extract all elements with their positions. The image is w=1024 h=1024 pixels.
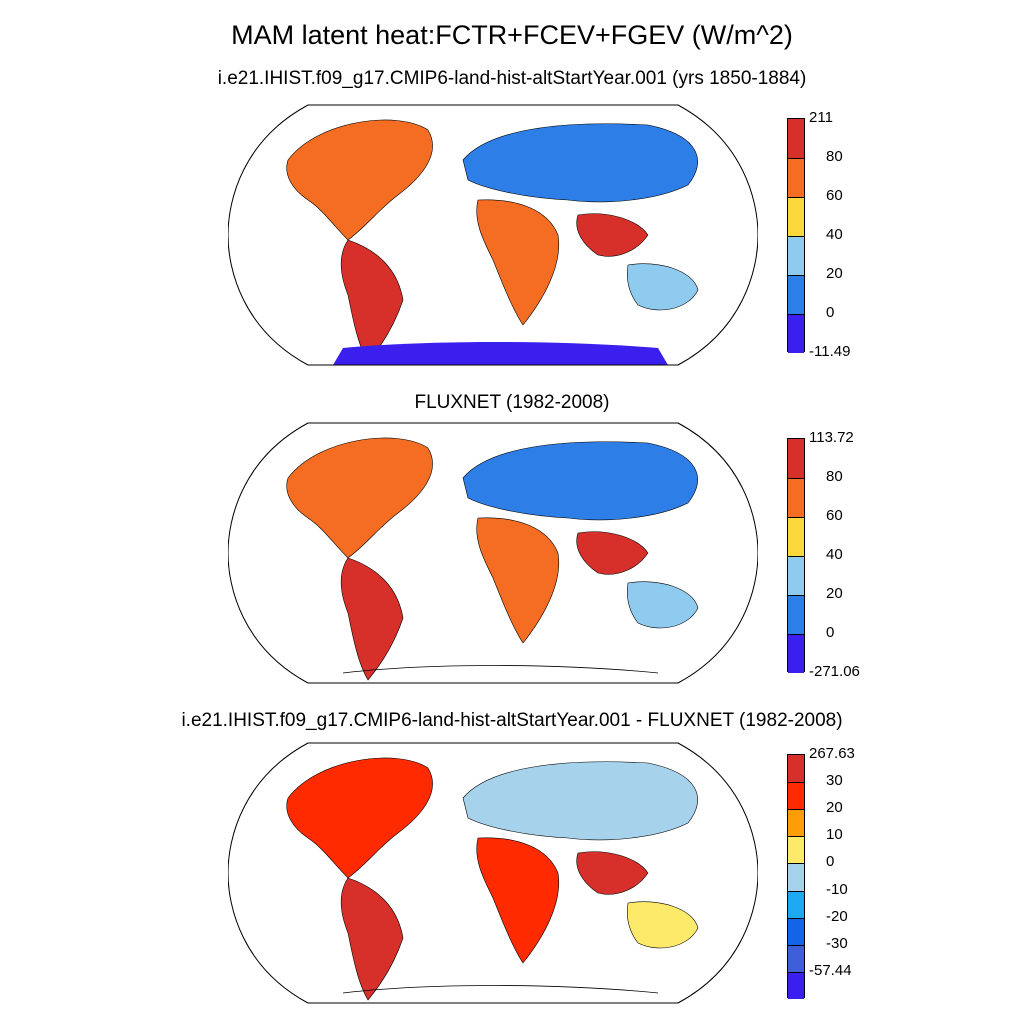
panel-3-colorbar	[787, 754, 805, 999]
colorbar-label: 60	[826, 187, 843, 204]
colorbar-swatch	[788, 836, 804, 864]
colorbar-label: -11.49	[809, 343, 851, 360]
panel-2-land-fill	[286, 437, 699, 681]
land-region	[462, 123, 698, 203]
colorbar-swatch	[788, 755, 804, 783]
panel-1-land-fill	[286, 119, 699, 365]
panel-1-map-outline	[228, 104, 758, 366]
colorbar-swatch	[788, 197, 804, 236]
colorbar-label: -30	[826, 934, 848, 952]
colorbar-label: 40	[826, 546, 843, 563]
land-region	[576, 213, 649, 257]
colorbar-swatch	[788, 478, 804, 517]
colorbar-label: 80	[826, 148, 843, 165]
colorbar-label: 80	[826, 468, 843, 485]
panel-2-title: FLUXNET (1982-2008)	[414, 392, 610, 413]
panel-1-colorbar	[787, 118, 805, 353]
land-region	[340, 877, 404, 1001]
land-region	[340, 239, 404, 363]
land-region	[286, 437, 433, 559]
colorbar-swatch	[788, 556, 804, 595]
colorbar-swatch	[788, 634, 804, 673]
colorbar-label: 10	[826, 826, 843, 844]
colorbar-swatch	[788, 782, 804, 810]
colorbar-label: 60	[826, 507, 843, 524]
land-region	[627, 263, 699, 311]
panel-3-map-outline	[228, 742, 758, 1004]
panel-3-title: i.e21.IHIST.f09_g17.CMIP6-land-hist-altS…	[181, 710, 843, 731]
panel-1-map	[228, 104, 758, 366]
panel-2-map	[228, 422, 758, 684]
land-region	[476, 517, 560, 644]
colorbar-label: 30	[826, 772, 843, 790]
figure-title: MAM latent heat:FCTR+FCEV+FGEV (W/m^2)	[231, 20, 793, 50]
colorbar-swatch	[788, 517, 804, 556]
land-region	[576, 531, 649, 575]
colorbar-label: 267.63	[809, 745, 855, 762]
land-region	[462, 761, 698, 841]
panel-2-map-outline	[228, 422, 758, 684]
land-region	[576, 851, 649, 895]
colorbar-label: -271.06	[809, 663, 860, 680]
colorbar-label: 113.72	[809, 429, 854, 446]
colorbar-label: -20	[826, 907, 848, 925]
colorbar-label: 0	[826, 624, 835, 641]
antarctica-region	[333, 342, 668, 365]
colorbar-swatch	[788, 971, 804, 999]
panel-2-colorbar	[787, 438, 805, 673]
colorbar-swatch	[788, 275, 804, 314]
land-region	[627, 901, 699, 949]
colorbar-swatch	[788, 158, 804, 197]
land-region	[340, 557, 404, 681]
colorbar-label: 211	[809, 109, 833, 126]
colorbar-label: -57.44	[809, 961, 852, 979]
land-region	[286, 119, 433, 241]
colorbar-swatch	[788, 863, 804, 891]
colorbar-swatch	[788, 439, 804, 478]
colorbar-label: 40	[826, 226, 843, 243]
colorbar-label: 0	[826, 304, 835, 321]
land-region	[476, 199, 560, 326]
colorbar-swatch	[788, 119, 804, 158]
colorbar-swatch	[788, 236, 804, 275]
colorbar-swatch	[788, 809, 804, 837]
colorbar-label: -10	[826, 880, 848, 898]
land-region	[286, 757, 433, 879]
colorbar-swatch	[788, 944, 804, 972]
colorbar-swatch	[788, 314, 804, 353]
panel-3-map	[228, 742, 758, 1004]
colorbar-swatch	[788, 917, 804, 945]
colorbar-label: 20	[826, 585, 843, 602]
panel-1-title: i.e21.IHIST.f09_g17.CMIP6-land-hist-altS…	[217, 68, 807, 89]
antarctica-outline	[342, 985, 659, 994]
land-region	[462, 441, 698, 521]
colorbar-label: 20	[826, 265, 843, 282]
land-region	[476, 837, 560, 964]
colorbar-swatch	[788, 595, 804, 634]
land-region	[627, 581, 699, 629]
colorbar-swatch	[788, 890, 804, 918]
antarctica-outline	[342, 665, 659, 674]
panel-3-land-fill	[286, 757, 699, 1001]
colorbar-label: 20	[826, 799, 843, 817]
colorbar-label: 0	[826, 853, 835, 871]
